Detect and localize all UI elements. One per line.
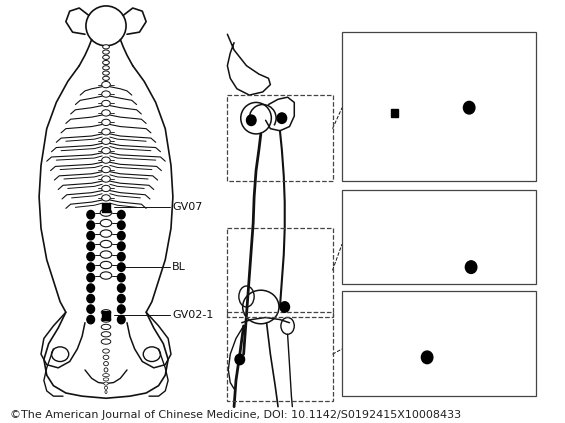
Circle shape (118, 284, 125, 292)
Circle shape (87, 231, 94, 240)
Circle shape (87, 211, 94, 219)
Ellipse shape (102, 82, 110, 88)
Circle shape (87, 242, 94, 250)
Circle shape (463, 102, 475, 114)
Text: GV07: GV07 (172, 202, 202, 212)
Ellipse shape (102, 91, 110, 97)
Text: GB30: GB30 (471, 159, 503, 172)
Ellipse shape (101, 339, 111, 344)
Ellipse shape (101, 317, 111, 322)
Circle shape (118, 316, 125, 324)
Ellipse shape (102, 195, 110, 201)
Ellipse shape (102, 157, 110, 163)
Bar (227, 95, 333, 181)
Circle shape (118, 273, 125, 282)
Ellipse shape (103, 55, 110, 59)
Bar (391, 109, 398, 117)
Circle shape (87, 284, 94, 292)
Text: ST36 (cranial): ST36 (cranial) (347, 379, 425, 389)
Ellipse shape (102, 129, 110, 135)
Circle shape (118, 242, 125, 250)
Circle shape (277, 113, 286, 124)
Circle shape (118, 294, 125, 303)
Ellipse shape (100, 272, 112, 279)
Ellipse shape (101, 332, 111, 337)
Ellipse shape (103, 71, 110, 75)
Circle shape (87, 221, 94, 229)
Ellipse shape (101, 324, 111, 330)
Ellipse shape (103, 50, 110, 54)
Circle shape (280, 302, 289, 312)
Circle shape (118, 253, 125, 261)
Ellipse shape (103, 66, 110, 70)
Text: 45°: 45° (492, 223, 509, 233)
Circle shape (87, 273, 94, 282)
Ellipse shape (104, 368, 108, 372)
Text: GB34: GB34 (347, 267, 379, 280)
Circle shape (118, 263, 125, 271)
Circle shape (421, 351, 433, 364)
Bar (227, 312, 333, 401)
Ellipse shape (102, 138, 110, 144)
Bar (342, 291, 536, 396)
Circle shape (87, 305, 94, 313)
Ellipse shape (103, 60, 110, 65)
Ellipse shape (100, 220, 112, 227)
Ellipse shape (100, 230, 112, 237)
Ellipse shape (100, 209, 112, 216)
Ellipse shape (103, 355, 109, 360)
Ellipse shape (103, 362, 108, 366)
Circle shape (87, 316, 94, 324)
Ellipse shape (102, 176, 110, 182)
Ellipse shape (105, 386, 107, 389)
Ellipse shape (102, 100, 110, 107)
Ellipse shape (102, 166, 110, 173)
Ellipse shape (102, 110, 110, 116)
Circle shape (235, 354, 245, 365)
Ellipse shape (102, 119, 110, 126)
Ellipse shape (101, 310, 111, 315)
Circle shape (87, 294, 94, 303)
Bar (342, 190, 536, 284)
Ellipse shape (103, 378, 109, 381)
Ellipse shape (103, 45, 110, 49)
Bar (102, 203, 110, 212)
Circle shape (118, 305, 125, 313)
Circle shape (246, 115, 256, 126)
Circle shape (466, 261, 477, 273)
Ellipse shape (102, 148, 110, 154)
Text: BL: BL (172, 262, 186, 272)
Ellipse shape (100, 261, 112, 269)
Ellipse shape (103, 374, 110, 377)
Ellipse shape (102, 185, 110, 192)
Ellipse shape (100, 240, 112, 248)
Ellipse shape (104, 382, 108, 385)
Ellipse shape (103, 349, 110, 353)
Circle shape (87, 253, 94, 261)
Bar (102, 311, 110, 320)
Ellipse shape (100, 251, 112, 258)
Bar (342, 32, 536, 181)
Ellipse shape (103, 76, 110, 80)
Circle shape (87, 263, 94, 271)
Bar (227, 228, 333, 318)
Circle shape (118, 211, 125, 219)
Circle shape (118, 221, 125, 229)
Circle shape (118, 231, 125, 240)
Ellipse shape (105, 390, 107, 393)
Text: ©The American Journal of Chinese Medicine, DOI: 10.1142/S0192415X10008433: ©The American Journal of Chinese Medicin… (10, 410, 462, 420)
Text: GV02-1: GV02-1 (172, 310, 214, 320)
